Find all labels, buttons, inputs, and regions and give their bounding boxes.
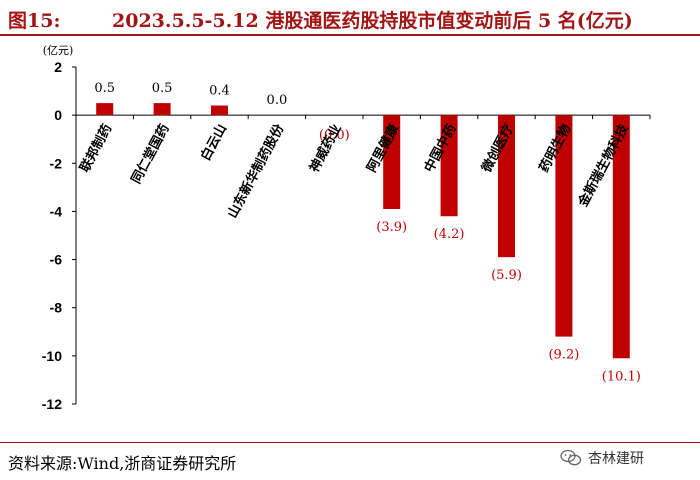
watermark-text: 杏林建研 — [588, 451, 644, 467]
watermark: 杏林建研 — [560, 446, 644, 470]
y-tick-label: 0 — [54, 107, 62, 123]
data-label: (0.0) — [319, 128, 350, 143]
y-tick-label: -2 — [50, 155, 63, 171]
source-note: 资料来源:Wind,浙商证券研究所 — [8, 454, 237, 473]
bar — [555, 115, 573, 337]
data-label: 0.5 — [152, 81, 173, 96]
wechat-icon — [560, 449, 582, 466]
bar — [498, 115, 515, 258]
y-tick-label: 2 — [54, 59, 62, 75]
category-label: 同仁堂国药 — [128, 122, 173, 187]
y-tick-label: -4 — [50, 203, 63, 219]
data-label: (10.1) — [602, 369, 641, 384]
source-divider — [0, 442, 700, 443]
figure-label: 图15: — [8, 10, 61, 32]
category-label: 联邦制药 — [77, 122, 116, 175]
data-label: (5.9) — [491, 268, 522, 283]
category-label: 白云山 — [198, 122, 230, 164]
data-label: (3.9) — [376, 220, 407, 235]
bar — [612, 115, 630, 359]
data-label: 0.4 — [209, 84, 230, 99]
data-label: (4.2) — [434, 227, 465, 242]
bar — [96, 103, 114, 116]
y-tick-label: -8 — [50, 300, 63, 316]
title-row: 图15: 2023.5.5-5.12 港股通医药股持股市值变动前后 5 名(亿元… — [0, 0, 700, 36]
bar — [440, 115, 458, 217]
bar-chart: (亿元) 2 0 -2 -4 -6 -8 -10 -12 0.5 联邦制药 0.5 同仁堂国药 0.4 白云… — [42, 44, 651, 412]
y-tick-label: -10 — [42, 348, 62, 364]
bar — [211, 105, 228, 116]
y-tick-label: -12 — [42, 396, 62, 412]
bar — [153, 103, 171, 116]
bar — [383, 115, 401, 210]
data-label: 0.5 — [94, 81, 115, 96]
y-axis-label: (亿元) — [43, 44, 74, 57]
chart-title: 2023.5.5-5.12 港股通医药股持股市值变动前后 5 名(亿元) — [112, 10, 633, 32]
category-label: 山东新华制药股份 — [224, 121, 287, 221]
title-divider — [0, 34, 700, 36]
data-label: (9.2) — [548, 348, 579, 363]
data-label: 0.0 — [267, 93, 288, 108]
y-tick-label: -6 — [50, 252, 63, 268]
